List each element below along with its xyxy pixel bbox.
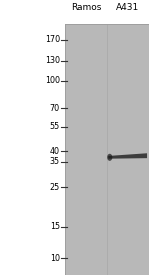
Text: 100: 100 <box>45 76 60 85</box>
Text: 35: 35 <box>50 157 60 166</box>
Text: 130: 130 <box>45 56 60 65</box>
Text: 70: 70 <box>50 104 60 113</box>
Polygon shape <box>108 153 147 159</box>
Text: 55: 55 <box>50 122 60 131</box>
Text: 40: 40 <box>50 147 60 156</box>
Text: 170: 170 <box>45 35 60 44</box>
Bar <box>65 24 148 275</box>
Text: Ramos: Ramos <box>71 3 101 12</box>
Text: A431: A431 <box>116 3 139 12</box>
Text: 10: 10 <box>50 254 60 262</box>
Text: 15: 15 <box>50 222 60 231</box>
Ellipse shape <box>107 154 112 161</box>
Text: 25: 25 <box>50 183 60 192</box>
